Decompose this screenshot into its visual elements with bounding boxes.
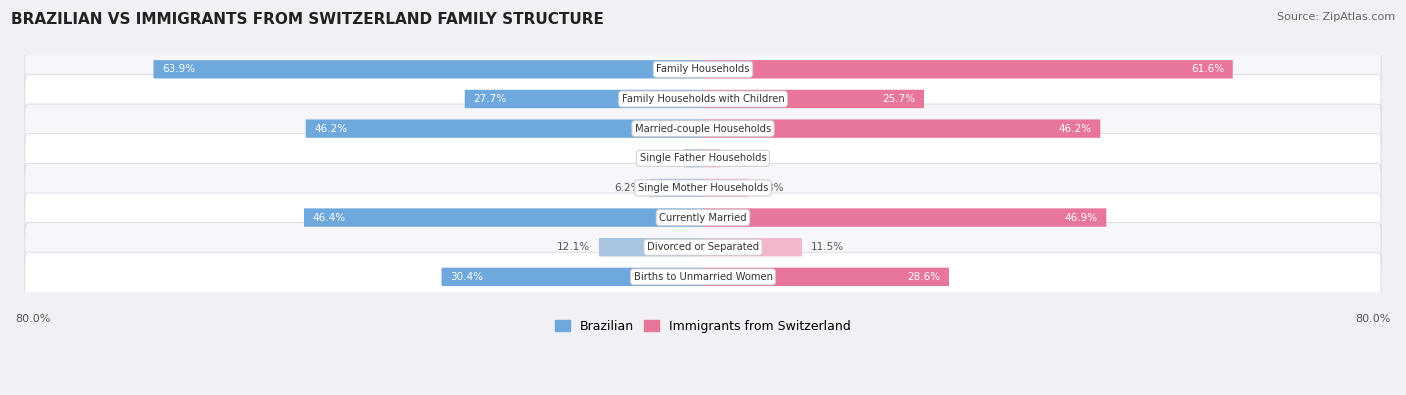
FancyBboxPatch shape [25, 223, 1381, 272]
FancyBboxPatch shape [703, 238, 801, 256]
FancyBboxPatch shape [25, 163, 1381, 213]
FancyBboxPatch shape [703, 60, 1233, 79]
Text: Family Households with Children: Family Households with Children [621, 94, 785, 104]
FancyBboxPatch shape [703, 149, 720, 167]
Legend: Brazilian, Immigrants from Switzerland: Brazilian, Immigrants from Switzerland [550, 315, 856, 338]
FancyBboxPatch shape [703, 209, 1107, 227]
Text: Divorced or Separated: Divorced or Separated [647, 242, 759, 252]
Text: 80.0%: 80.0% [15, 314, 51, 324]
FancyBboxPatch shape [685, 149, 703, 167]
FancyBboxPatch shape [25, 252, 1381, 301]
FancyBboxPatch shape [153, 60, 703, 79]
FancyBboxPatch shape [304, 209, 703, 227]
FancyBboxPatch shape [465, 90, 703, 108]
Text: 2.0%: 2.0% [728, 153, 755, 163]
FancyBboxPatch shape [599, 238, 703, 256]
Text: 46.4%: 46.4% [312, 213, 346, 222]
Text: Married-couple Households: Married-couple Households [636, 124, 770, 134]
Text: 30.4%: 30.4% [450, 272, 484, 282]
Text: BRAZILIAN VS IMMIGRANTS FROM SWITZERLAND FAMILY STRUCTURE: BRAZILIAN VS IMMIGRANTS FROM SWITZERLAND… [11, 12, 605, 27]
Text: Source: ZipAtlas.com: Source: ZipAtlas.com [1277, 12, 1395, 22]
FancyBboxPatch shape [703, 268, 949, 286]
Text: 11.5%: 11.5% [810, 242, 844, 252]
FancyBboxPatch shape [650, 179, 703, 197]
Text: Currently Married: Currently Married [659, 213, 747, 222]
FancyBboxPatch shape [25, 74, 1381, 124]
Text: 63.9%: 63.9% [162, 64, 195, 74]
Text: Family Households: Family Households [657, 64, 749, 74]
Text: 80.0%: 80.0% [1355, 314, 1391, 324]
FancyBboxPatch shape [703, 179, 748, 197]
Text: Births to Unmarried Women: Births to Unmarried Women [634, 272, 772, 282]
FancyBboxPatch shape [703, 119, 1101, 138]
FancyBboxPatch shape [305, 119, 703, 138]
Text: 6.2%: 6.2% [614, 183, 641, 193]
FancyBboxPatch shape [25, 45, 1381, 94]
Text: 25.7%: 25.7% [883, 94, 915, 104]
Text: 28.6%: 28.6% [907, 272, 941, 282]
Text: 61.6%: 61.6% [1191, 64, 1225, 74]
FancyBboxPatch shape [25, 104, 1381, 153]
Text: 12.1%: 12.1% [557, 242, 591, 252]
Text: Single Father Households: Single Father Households [640, 153, 766, 163]
Text: Single Mother Households: Single Mother Households [638, 183, 768, 193]
Text: 27.7%: 27.7% [474, 94, 506, 104]
FancyBboxPatch shape [25, 134, 1381, 183]
Text: 46.2%: 46.2% [1059, 124, 1091, 134]
FancyBboxPatch shape [25, 193, 1381, 242]
Text: 46.2%: 46.2% [315, 124, 347, 134]
FancyBboxPatch shape [703, 90, 924, 108]
Text: 46.9%: 46.9% [1064, 213, 1098, 222]
FancyBboxPatch shape [441, 268, 703, 286]
Text: 2.2%: 2.2% [650, 153, 675, 163]
Text: 5.3%: 5.3% [758, 183, 783, 193]
